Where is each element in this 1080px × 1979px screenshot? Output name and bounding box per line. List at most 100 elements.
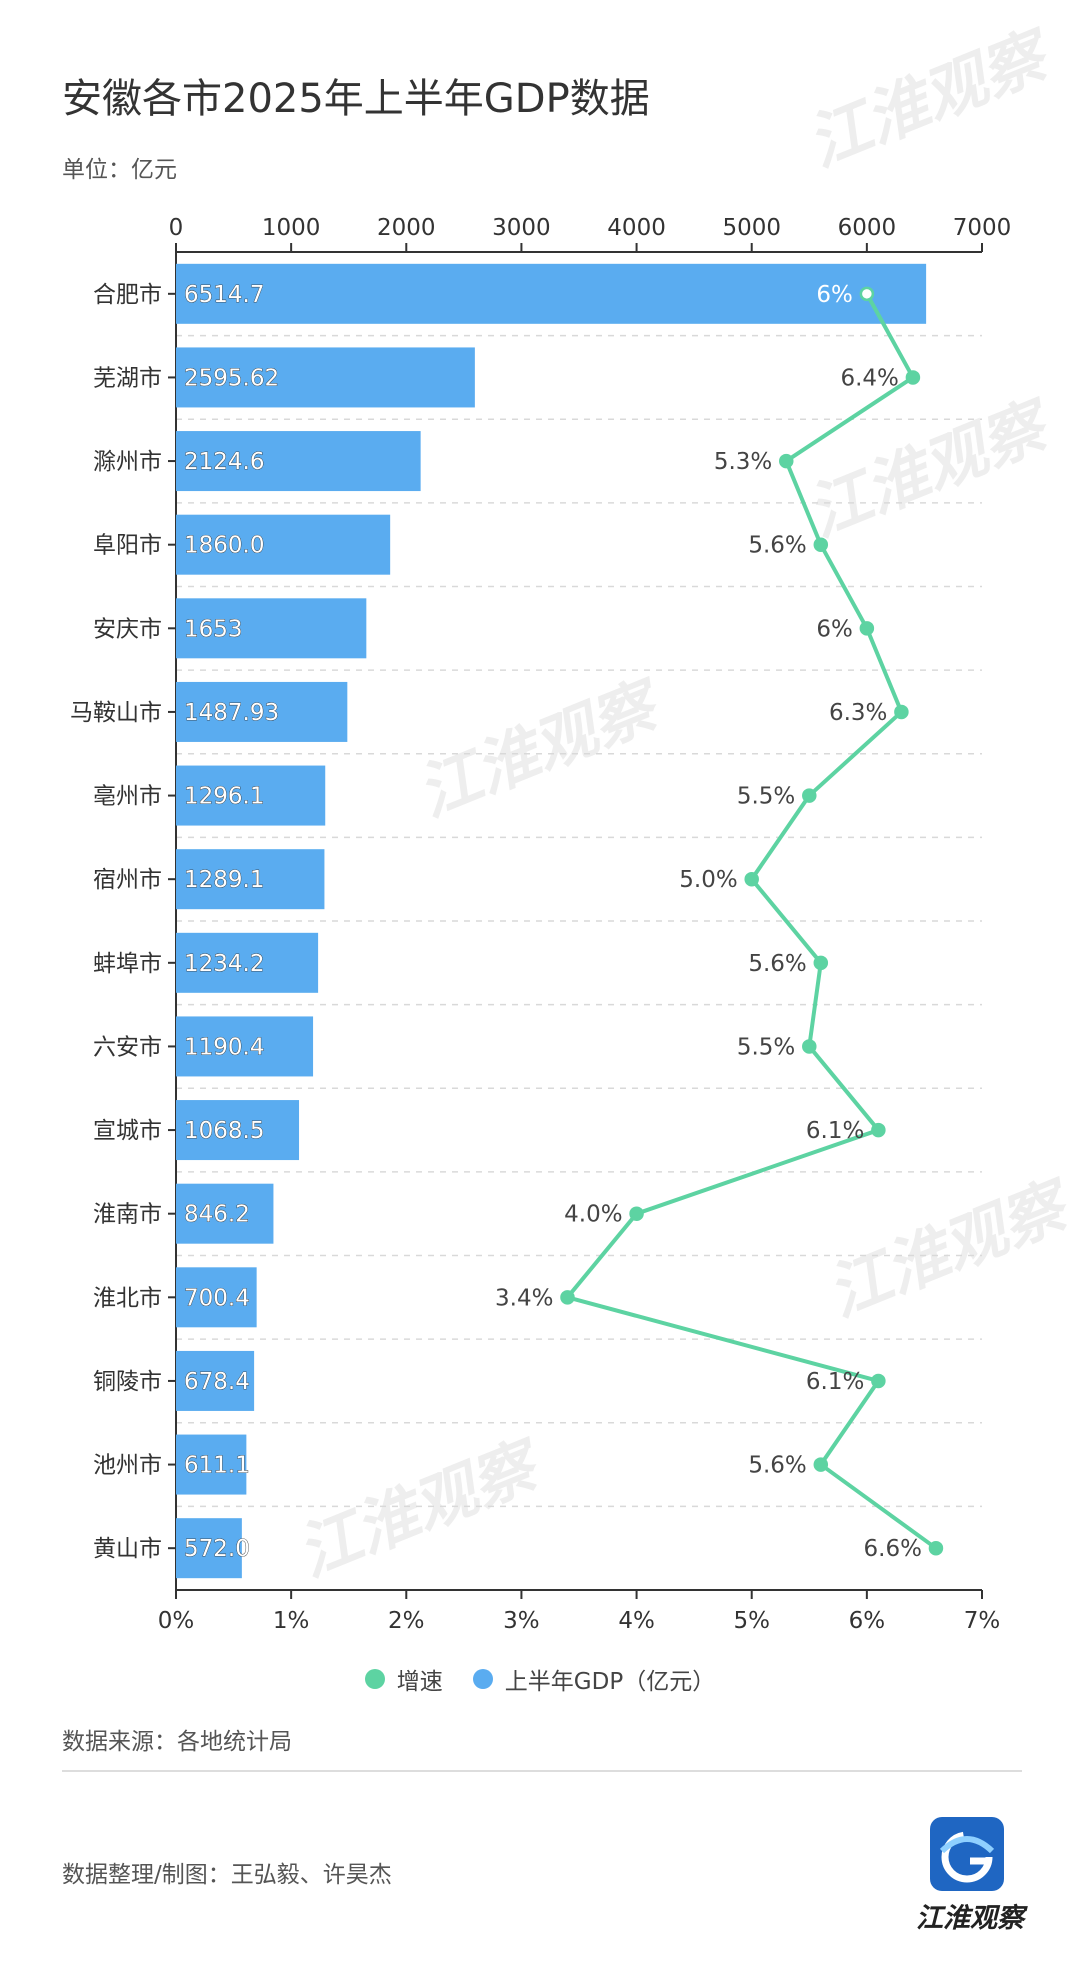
gdp-bar <box>176 932 319 993</box>
credit-label: 数据整理/制图：王弘毅、许昊杰 <box>62 1862 392 1888</box>
gdp-bar <box>176 1518 242 1579</box>
top-axis-tick-label: 0 <box>169 215 184 241</box>
gdp-bar <box>176 681 348 742</box>
gdp-value-label: 1289.1 <box>184 867 264 893</box>
gdp-bar <box>176 1267 257 1328</box>
gdp-bar <box>176 263 927 324</box>
category-label: 淮北市 <box>93 1285 162 1311</box>
growth-point <box>560 1290 575 1305</box>
growth-value-label: 5.3% <box>714 449 772 475</box>
gdp-bar <box>176 598 367 659</box>
category-label: 六安市 <box>93 1034 162 1060</box>
gdp-bar <box>176 1100 300 1161</box>
growth-value-label: 5.6% <box>748 533 806 559</box>
logo-icon <box>930 1817 1004 1891</box>
category-label: 池州市 <box>93 1453 162 1479</box>
top-axis-tick-label: 7000 <box>953 215 1012 241</box>
gdp-bar <box>176 1183 274 1244</box>
top-axis-tick-label: 6000 <box>838 215 897 241</box>
growth-value-label: 5.6% <box>748 951 806 977</box>
growth-value-label: 5.0% <box>679 867 737 893</box>
category-label: 宣城市 <box>93 1118 162 1144</box>
category-label: 合肥市 <box>93 282 162 308</box>
growth-value-label: 3.4% <box>495 1285 553 1311</box>
gdp-value-label: 2595.62 <box>184 365 279 391</box>
top-axis-tick-label: 4000 <box>607 215 666 241</box>
top-axis-tick-label: 5000 <box>722 215 781 241</box>
bottom-axis-tick-label: 0% <box>158 1608 195 1634</box>
growth-point <box>802 1039 817 1054</box>
growth-point <box>871 1122 886 1138</box>
growth-point <box>894 704 909 720</box>
growth-point <box>905 370 921 385</box>
growth-value-label: 4.0% <box>564 1202 622 1228</box>
gdp-bar <box>176 1016 314 1077</box>
legend-swatch-gdp <box>472 1669 493 1689</box>
bottom-axis-tick-label: 7% <box>964 1608 1001 1634</box>
growth-value-label: 6.6% <box>864 1536 922 1562</box>
top-axis-tick-label: 3000 <box>492 215 551 241</box>
gdp-value-label: 1234.2 <box>184 951 264 977</box>
category-label: 滁州市 <box>93 449 162 475</box>
gdp-value-label: 1190.4 <box>184 1034 264 1060</box>
category-label: 淮南市 <box>93 1202 162 1228</box>
gdp-value-label: 611.1 <box>184 1453 250 1479</box>
bottom-axis-tick-label: 6% <box>849 1608 886 1634</box>
legend-label-growth: 增速 <box>396 1669 443 1695</box>
growth-line <box>565 292 938 1550</box>
gdp-value-label: 6514.7 <box>184 282 264 308</box>
growth-value-label: 6% <box>816 616 853 642</box>
growth-point <box>928 1540 944 1556</box>
gdp-value-label: 700.4 <box>184 1285 250 1311</box>
growth-point <box>813 955 829 971</box>
bottom-axis-tick-label: 1% <box>273 1608 310 1634</box>
gdp-bar <box>176 431 421 492</box>
logo-text: 江淮观察 <box>916 1903 1024 1934</box>
category-label: 铜陵市 <box>93 1369 162 1395</box>
growth-point <box>629 1206 644 1221</box>
gdp-value-label: 572.0 <box>184 1536 250 1562</box>
bottom-axis-tick-label: 2% <box>388 1608 425 1634</box>
gdp-bar <box>176 347 475 408</box>
unit-label: 单位：亿元 <box>62 157 177 183</box>
legend-item-gdp: 上半年GDP（亿元） <box>472 1662 716 1696</box>
growth-point <box>802 788 817 803</box>
category-label: 亳州市 <box>93 784 162 810</box>
top-axis-tick-label: 2000 <box>377 215 436 241</box>
gdp-value-label: 1068.5 <box>184 1118 264 1144</box>
gdp-value-label: 678.4 <box>184 1369 250 1395</box>
growth-point <box>859 621 875 636</box>
category-label: 黄山市 <box>93 1536 162 1562</box>
gdp-growth-chart: 0 1000 2000 3000 4000 5000 6000 7000 0% 1% 2% 3% 4% 5… <box>70 215 1012 1634</box>
category-label: 马鞍山市 <box>70 700 162 726</box>
chart-title: 安徽各市2025年上半年GDP数据 <box>62 76 650 122</box>
gdp-value-label: 846.2 <box>184 1202 250 1228</box>
growth-value-label: 6.1% <box>806 1118 864 1144</box>
gdp-value-label: 1653 <box>184 616 243 642</box>
category-label: 阜阳市 <box>93 533 162 559</box>
gdp-value-label: 1487.93 <box>184 700 279 726</box>
legend: 增速 上半年GDP（亿元） <box>0 1662 1080 1696</box>
gdp-value-label: 2124.6 <box>184 449 264 475</box>
category-label: 芜湖市 <box>93 365 162 391</box>
growth-value-label: 6.4% <box>840 365 898 391</box>
gdp-bar <box>176 765 326 826</box>
growth-value-label: 6.1% <box>806 1369 864 1395</box>
gdp-bar <box>176 1350 255 1411</box>
category-label: 宿州市 <box>93 867 162 893</box>
gdp-value-label: 1296.1 <box>184 784 264 810</box>
legend-label-gdp: 上半年GDP（亿元） <box>504 1669 716 1695</box>
gdp-bar <box>176 514 391 575</box>
bottom-axis-tick-label: 5% <box>733 1608 770 1634</box>
growth-value-label: 5.5% <box>737 784 795 810</box>
growth-value-label: 6.3% <box>829 700 887 726</box>
source-label: 数据来源：各地统计局 <box>62 1729 292 1755</box>
category-label: 蚌埠市 <box>93 951 162 977</box>
gdp-value-label: 1860.0 <box>184 533 264 559</box>
growth-point <box>779 453 794 469</box>
category-label: 安庆市 <box>93 616 162 642</box>
growth-value-label: 6% <box>816 282 853 308</box>
growth-point <box>871 1373 886 1389</box>
bottom-axis-tick-label: 3% <box>503 1608 540 1634</box>
gdp-bar <box>176 849 325 910</box>
